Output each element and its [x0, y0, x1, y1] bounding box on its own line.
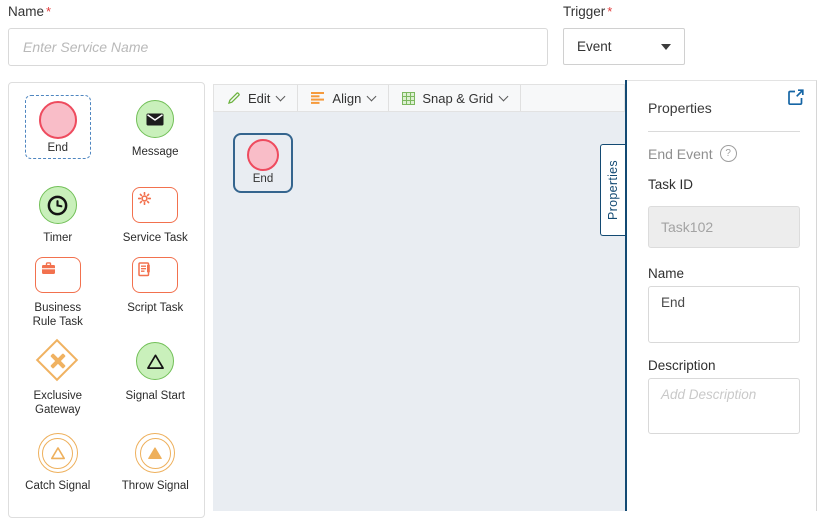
timer-event-icon — [38, 186, 77, 224]
end-event-icon — [38, 101, 77, 139]
align-menu-button[interactable]: Align — [298, 85, 390, 111]
envelope-icon — [146, 113, 164, 125]
snap-grid-menu-label: Snap & Grid — [422, 90, 494, 106]
clock-icon — [47, 195, 68, 215]
panel-divider-line — [648, 131, 800, 132]
grid-icon — [402, 91, 416, 105]
description-input[interactable] — [648, 378, 800, 434]
trigger-field-label: Trigger * — [563, 4, 612, 19]
exclusive-gateway-icon — [35, 338, 81, 384]
diagram-canvas[interactable]: End — [213, 112, 625, 511]
service-name-input[interactable] — [8, 28, 548, 66]
palette-item-end[interactable]: End — [24, 95, 91, 181]
canvas-toolbar: Edit Align Snap & Grid — [213, 84, 625, 112]
task-id-input[interactable] — [648, 206, 800, 248]
name-label-text: Name — [8, 4, 45, 19]
properties-panel: Properties End Event ? Task ID Name End … — [627, 80, 817, 511]
required-asterisk: * — [607, 4, 613, 19]
end-event-node[interactable]: End — [233, 133, 293, 193]
service-task-icon — [132, 187, 179, 223]
name-field-label: Name * — [8, 4, 51, 19]
chevron-down-icon — [275, 91, 286, 101]
help-icon[interactable]: ? — [719, 145, 737, 162]
end-event-icon — [247, 139, 279, 171]
node-label: End — [252, 173, 274, 185]
palette-item-script-task[interactable]: Script Task — [127, 251, 183, 335]
palette-item-service-task[interactable]: Service Task — [123, 181, 188, 251]
palette-item-timer[interactable]: Timer — [38, 181, 77, 251]
signal-start-icon — [136, 342, 175, 380]
open-in-new-window-button[interactable] — [786, 87, 806, 107]
message-event-icon — [136, 100, 175, 138]
palette-selection-box: End — [24, 95, 91, 160]
properties-tab-label: Properties — [606, 160, 620, 220]
catch-signal-icon — [37, 433, 78, 473]
triangle-filled-icon — [148, 447, 163, 460]
palette-item-throw-signal[interactable]: Throw Signal — [122, 429, 189, 509]
align-lines-icon — [311, 92, 325, 104]
required-asterisk: * — [46, 4, 52, 19]
edit-menu-button[interactable]: Edit — [214, 85, 299, 111]
trigger-select[interactable]: Event — [563, 28, 685, 65]
business-rule-task-icon — [34, 257, 81, 293]
palette-item-label: Catch Signal — [25, 480, 91, 492]
triangle-icon — [146, 354, 164, 369]
palette-item-label: Business Rule Task — [32, 302, 83, 329]
gear-icon — [138, 192, 152, 205]
align-menu-label: Align — [332, 90, 362, 106]
node-name-label: Name — [648, 266, 685, 281]
script-icon — [138, 262, 151, 277]
event-type-label: End Event — [648, 145, 713, 162]
node-name-input[interactable]: End — [648, 286, 800, 343]
palette-item-label: Timer — [43, 232, 73, 244]
palette-item-label: End — [47, 142, 68, 154]
event-type-row: End Event ? — [648, 145, 737, 162]
throw-signal-icon — [135, 433, 176, 473]
dropdown-caret-icon — [661, 43, 671, 50]
palette-item-label: Service Task — [122, 232, 188, 244]
snap-grid-menu-button[interactable]: Snap & Grid — [389, 85, 522, 111]
chevron-down-icon — [366, 91, 377, 101]
chevron-down-icon — [498, 91, 509, 101]
shape-palette: End Message — [8, 82, 205, 518]
triangle-outline-icon — [50, 447, 65, 460]
palette-item-label: Signal Start — [125, 390, 185, 402]
pencil-icon — [228, 92, 240, 104]
palette-item-label: Exclusive Gateway — [33, 390, 83, 417]
palette-item-business-rule-task[interactable]: Business Rule Task — [22, 251, 94, 335]
external-link-icon — [788, 89, 804, 106]
palette-item-label: Message — [131, 146, 179, 158]
palette-grid: End Message — [9, 95, 204, 509]
palette-item-exclusive-gateway[interactable]: Exclusive Gateway — [22, 335, 94, 429]
panel-divider — [625, 80, 627, 511]
panel-title: Properties — [648, 100, 712, 116]
briefcase-icon — [41, 262, 55, 274]
trigger-selected-value: Event — [577, 39, 612, 54]
palette-item-message[interactable]: Message — [132, 95, 179, 181]
task-id-label: Task ID — [648, 177, 694, 192]
trigger-label-text: Trigger — [563, 4, 606, 19]
palette-item-catch-signal[interactable]: Catch Signal — [25, 429, 90, 509]
palette-item-label: Throw Signal — [121, 480, 189, 492]
description-label: Description — [648, 358, 716, 373]
script-task-icon — [132, 257, 179, 293]
palette-item-label: Script Task — [127, 302, 184, 314]
palette-item-signal-start[interactable]: Signal Start — [126, 335, 185, 429]
properties-tab[interactable]: Properties — [600, 144, 625, 236]
edit-menu-label: Edit — [248, 90, 271, 106]
